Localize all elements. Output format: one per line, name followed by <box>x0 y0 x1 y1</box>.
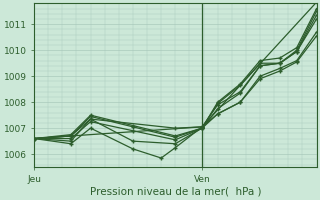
X-axis label: Pression niveau de la mer(  hPa ): Pression niveau de la mer( hPa ) <box>90 187 261 197</box>
